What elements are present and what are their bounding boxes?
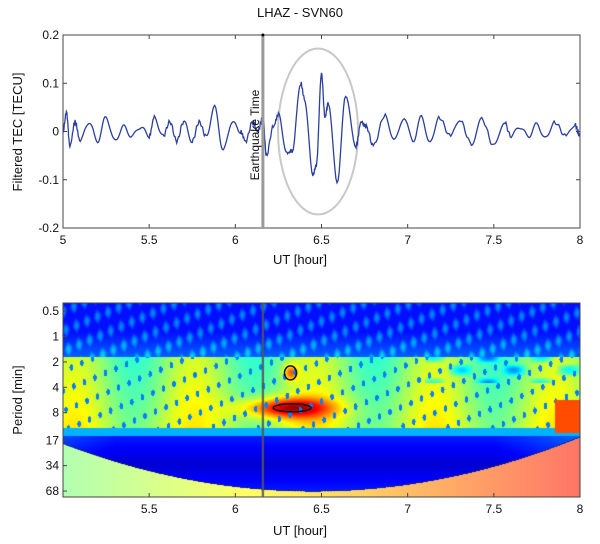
- x-tick-label: 8: [577, 502, 584, 516]
- top-y-axis-label: Filtered TEC [TECU]: [10, 73, 25, 192]
- x-tick-label: 7: [404, 502, 411, 516]
- bottom-y-axis-label: Period [min]: [10, 365, 25, 434]
- y-tick-label: 4: [52, 380, 59, 394]
- earthquake-time-label: Earthquake Time: [248, 89, 262, 180]
- y-tick-label: -0.2: [38, 221, 59, 235]
- x-tick-label: 5.5: [141, 502, 158, 516]
- y-tick-label: 8: [52, 406, 59, 420]
- y-tick-label: 2: [52, 355, 59, 369]
- x-tick-label: 6.5: [313, 233, 330, 247]
- bottom-x-axis-label: UT [hour]: [273, 523, 327, 538]
- tec-series-line: [62, 72, 581, 185]
- x-tick-label: 7: [404, 233, 411, 247]
- bottom-plot-frame: [62, 302, 581, 498]
- significance-contour: [272, 403, 312, 413]
- y-tick-label: -0.1: [38, 173, 59, 187]
- x-tick-label: 8: [577, 233, 584, 247]
- highlight-ellipse: [277, 47, 360, 216]
- wavelet-power-heatmap: [63, 303, 580, 497]
- significance-contour: [283, 365, 298, 381]
- y-tick-label: 0.1: [42, 76, 59, 90]
- x-tick-label: 6: [232, 233, 239, 247]
- y-tick-label: 68: [46, 484, 60, 498]
- x-tick-label: 6: [232, 502, 239, 516]
- cone-of-influence-line: [62, 436, 581, 492]
- x-tick-label: 5: [60, 233, 67, 247]
- x-tick-label: 7.5: [485, 233, 502, 247]
- top-x-axis-label: UT [hour]: [273, 252, 327, 267]
- y-tick-label: 17: [46, 433, 60, 447]
- y-tick-label: 0: [52, 125, 59, 139]
- earthquake-marker: [261, 33, 265, 37]
- y-tick-label: 0.5: [42, 304, 59, 318]
- chart-title: LHAZ - SVN60: [257, 5, 343, 20]
- top-plot-frame: [62, 34, 581, 229]
- y-tick-label: 0.2: [42, 28, 59, 42]
- x-tick-label: 5.5: [141, 233, 158, 247]
- y-tick-label: 34: [46, 459, 60, 473]
- x-tick-label: 7.5: [485, 502, 502, 516]
- y-tick-label: 1: [52, 330, 59, 344]
- x-tick-label: 6.5: [313, 502, 330, 516]
